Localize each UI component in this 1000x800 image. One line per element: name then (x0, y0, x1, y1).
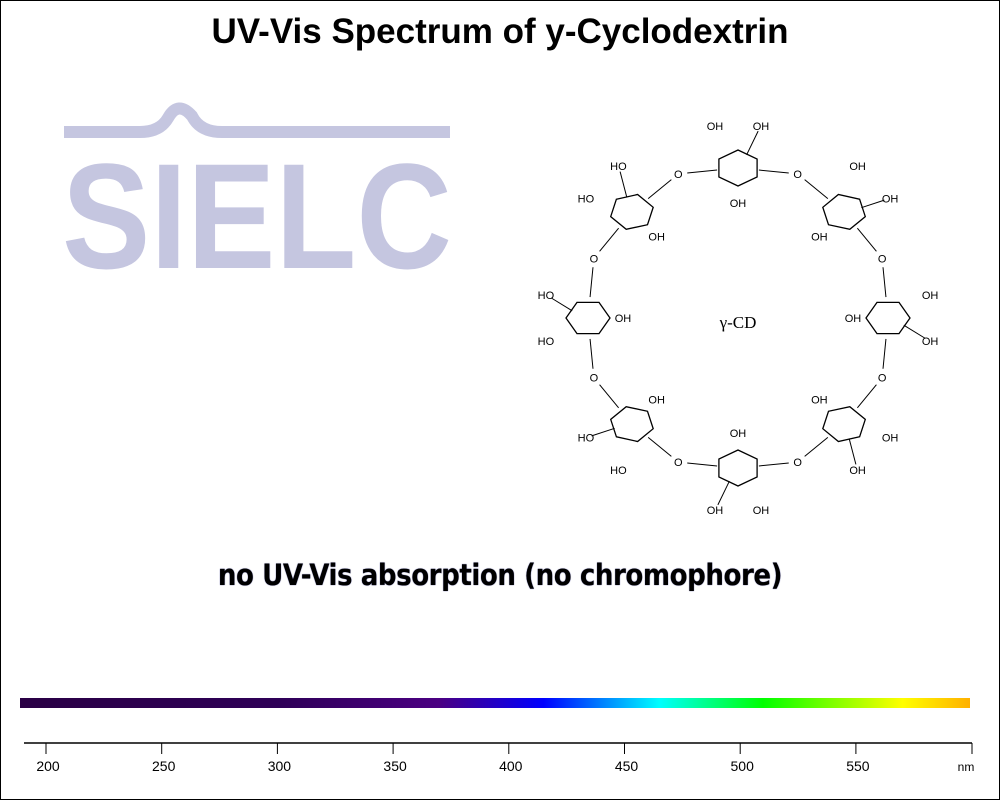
svg-text:OH: OH (707, 121, 724, 133)
logo-swoosh (64, 102, 450, 138)
glycosidic-oxygen: O (878, 373, 887, 385)
svg-text:HO: HO (578, 193, 595, 205)
x-axis-unit: nm (958, 760, 975, 774)
x-axis: 200 250 300 350 400 450 500 550 nm (24, 742, 975, 774)
svg-text:OH: OH (753, 505, 770, 517)
svg-text:OH: OH (882, 433, 899, 445)
glucose-unit: HO OH HO (538, 290, 632, 348)
cyclodextrin-structure: OHOHOHOOHOHOHOOHOHOHOOHOHOHOOHOHOHOHOOHH… (538, 121, 939, 517)
svg-text:OH: OH (707, 505, 724, 517)
svg-text:HO: HO (578, 433, 595, 445)
svg-text:OH: OH (730, 428, 747, 440)
glycosidic-oxygen: O (674, 169, 683, 181)
svg-text:HO: HO (538, 336, 555, 348)
glycosidic-oxygen: O (674, 457, 683, 469)
spectrum-color-bar (20, 698, 970, 708)
svg-text:HO: HO (538, 290, 555, 302)
svg-text:OH: OH (849, 161, 866, 173)
glycosidic-oxygen: O (590, 253, 599, 265)
svg-text:OH: OH (882, 193, 899, 205)
glycosidic-oxygen: O (793, 457, 802, 469)
svg-text:OH: OH (922, 336, 939, 348)
svg-text:OH: OH (730, 198, 747, 210)
x-tick-label: 450 (615, 758, 639, 774)
svg-text:HO: HO (610, 161, 627, 173)
glucose-unit: OH OH OH (707, 121, 770, 210)
svg-text:OH: OH (811, 232, 828, 244)
chart-title: UV-Vis Spectrum of y-Cyclodextrin (211, 12, 789, 51)
svg-text:OH: OH (811, 394, 828, 406)
glycosidic-oxygen: O (590, 373, 599, 385)
svg-text:SIELC: SIELC (62, 132, 452, 300)
glucose-unit: HO OH HO (578, 394, 665, 477)
glycosidic-oxygen: O (878, 253, 887, 265)
x-tick-label: 350 (383, 758, 407, 774)
no-absorption-note: no UV-Vis absorption (no chromophore) (217, 558, 783, 592)
x-tick-label: 300 (268, 758, 292, 774)
x-tick-label: 250 (152, 758, 176, 774)
svg-text:OH: OH (753, 121, 770, 133)
x-tick-label: 500 (731, 758, 755, 774)
sielc-logo: SIELC (62, 102, 452, 300)
svg-text:HO: HO (610, 465, 627, 477)
glucose-unit: OH OH OH (707, 428, 770, 517)
glucose-unit: OH OH OH (811, 394, 898, 477)
svg-text:OH: OH (648, 394, 665, 406)
glucose-unit: HO OH HO (578, 161, 665, 244)
x-tick-label: 550 (846, 758, 870, 774)
glycosidic-oxygen: O (793, 169, 802, 181)
glucose-unit: OH OH OH (811, 161, 898, 244)
x-tick-label: 200 (36, 758, 60, 774)
svg-text:OH: OH (922, 290, 939, 302)
svg-text:OH: OH (849, 465, 866, 477)
x-tick-label: 400 (499, 758, 523, 774)
svg-text:OH: OH (845, 313, 862, 325)
svg-text:OH: OH (615, 313, 632, 325)
molecule-label: γ-CD (719, 313, 757, 332)
glucose-unit: OH OH OH (845, 290, 939, 348)
svg-text:OH: OH (648, 232, 665, 244)
